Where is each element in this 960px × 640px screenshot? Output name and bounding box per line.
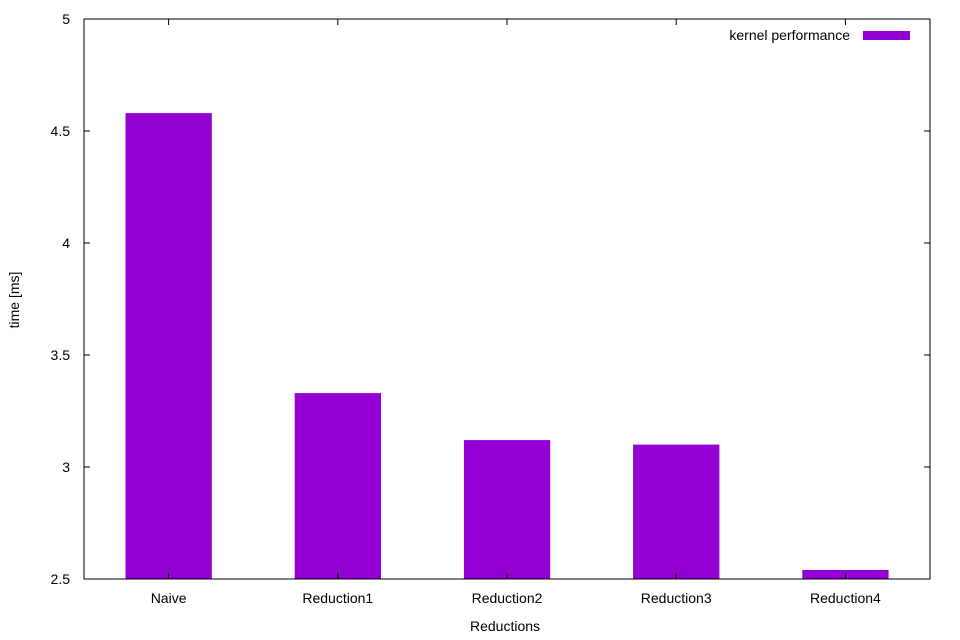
y-tick-label: 5	[62, 11, 70, 27]
y-tick-label: 4.5	[51, 123, 71, 139]
x-tick-label: Reduction4	[810, 590, 881, 606]
bar-reduction1	[294, 393, 381, 579]
legend-swatch	[863, 31, 910, 40]
x-tick-label: Reduction3	[641, 590, 712, 606]
y-tick-label: 2.5	[51, 571, 71, 587]
x-tick-label: Naive	[151, 590, 187, 606]
legend: kernel performance	[729, 27, 910, 43]
plot-frame	[83, 18, 931, 580]
ticks-layer: Naive Reduction1 Reduction2 Reduction3 Reduc…	[51, 11, 930, 606]
y-tick-label: 3.5	[51, 347, 71, 363]
y-axis-label: time [ms]	[6, 272, 22, 329]
y-tick-label: 3	[62, 459, 70, 475]
legend-label: kernel performance	[729, 27, 850, 43]
bar-naive	[125, 113, 212, 579]
x-tick-label: Reduction1	[302, 590, 373, 606]
x-axis-label: Reductions	[470, 618, 540, 634]
y-tick-label: 4	[62, 235, 70, 251]
bar-reduction2	[463, 440, 551, 579]
x-tick-label: Reduction2	[472, 590, 543, 606]
bars-layer	[125, 113, 889, 579]
bar-reduction3	[633, 444, 720, 579]
